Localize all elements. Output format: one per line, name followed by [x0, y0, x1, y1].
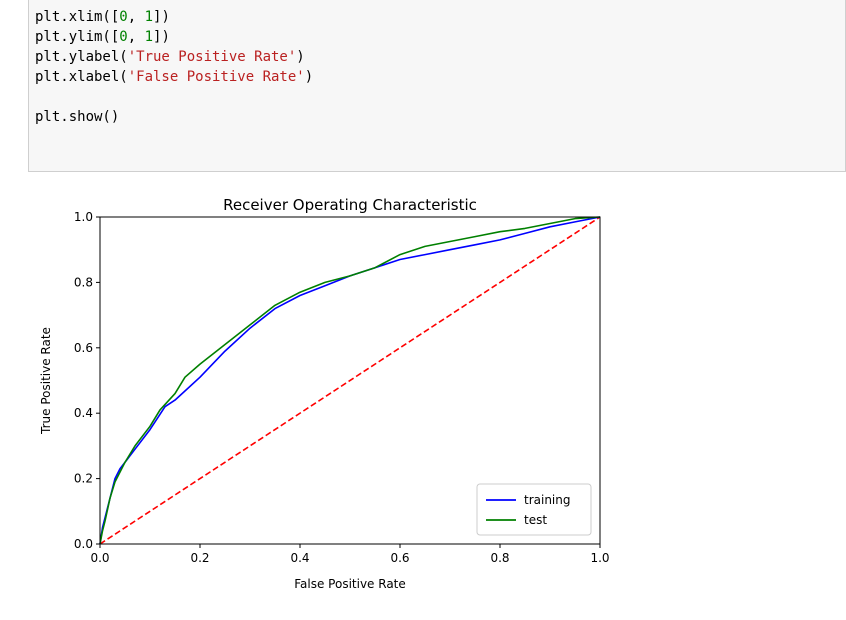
- code-number: 0: [119, 29, 128, 45]
- x-tick-label: 0.2: [190, 551, 209, 565]
- legend-label-test: test: [524, 513, 547, 527]
- series-line-chance: [99, 216, 601, 545]
- code-text: plt.show(): [35, 109, 120, 125]
- y-tick-label: 0.4: [74, 406, 93, 420]
- code-text: ]): [153, 29, 170, 45]
- code-text: ): [296, 49, 305, 65]
- code-line: plt.xlabel('False Positive Rate'): [35, 67, 313, 87]
- y-tick-label: 0.0: [74, 537, 93, 551]
- code-line: plt.xlim([0, 1]): [35, 7, 313, 27]
- x-tick-label: 0.0: [90, 551, 109, 565]
- code-line: plt.show(): [35, 107, 313, 127]
- code-number: 1: [144, 29, 154, 45]
- code-text: ]): [153, 9, 170, 25]
- code-string: 'True Positive Rate': [127, 49, 297, 65]
- code-line: plt.ylabel('True Positive Rate'): [35, 47, 313, 67]
- code-text: ,: [127, 29, 145, 45]
- legend-label-training: training: [524, 493, 571, 507]
- x-axis-label: False Positive Rate: [294, 577, 406, 591]
- x-tick-label: 1.0: [590, 551, 609, 565]
- output-area: 0.0 0.2 0.4 0.6 0.8 1.0 0.0 0.2 0.4 0.6 0.8 1.0 Rec…: [28, 172, 846, 616]
- code-editor[interactable]: plt.xlim([0, 1]) plt.ylim([0, 1]) plt.ylab…: [35, 7, 313, 127]
- y-tick-label: 0.8: [74, 275, 93, 289]
- series-layer: [99, 216, 601, 545]
- series-line-training: [99, 216, 601, 545]
- y-tick-label: 1.0: [74, 210, 93, 224]
- code-text: plt.ylim([: [35, 29, 120, 45]
- plot-frame: [99, 216, 601, 545]
- code-number: 1: [144, 9, 154, 25]
- x-tick-label: 0.6: [390, 551, 409, 565]
- code-string: 'False Positive Rate': [127, 69, 305, 85]
- legend: training test: [476, 483, 592, 536]
- tick-layer: 0.0 0.2 0.4 0.6 0.8 1.0 0.0 0.2 0.4 0.6 0.8 1.0: [74, 210, 610, 565]
- roc-chart: 0.0 0.2 0.4 0.6 0.8 1.0 0.0 0.2 0.4 0.6 0.8 1.0 Rec…: [39, 196, 610, 591]
- code-number: 0: [119, 9, 128, 25]
- x-tick-label: 0.8: [490, 551, 509, 565]
- code-text: ): [304, 69, 314, 85]
- code-text: ,: [127, 9, 145, 25]
- code-line: plt.ylim([0, 1]): [35, 27, 313, 47]
- code-text: plt.xlim([: [35, 9, 120, 25]
- y-axis-label: True Positive Rate: [39, 327, 53, 435]
- code-line-blank: [35, 87, 313, 107]
- series-line-test: [99, 216, 601, 545]
- code-text: plt.xlabel(: [35, 69, 128, 85]
- y-tick-label: 0.2: [74, 472, 93, 486]
- x-tick-label: 0.4: [290, 551, 309, 565]
- y-tick-label: 0.6: [74, 341, 93, 355]
- code-text: plt.ylabel(: [35, 49, 128, 65]
- code-cell[interactable]: plt.xlim([0, 1]) plt.ylim([0, 1]) plt.ylab…: [28, 0, 846, 172]
- legend-box: [476, 483, 592, 536]
- chart-title: Receiver Operating Characteristic: [223, 196, 477, 214]
